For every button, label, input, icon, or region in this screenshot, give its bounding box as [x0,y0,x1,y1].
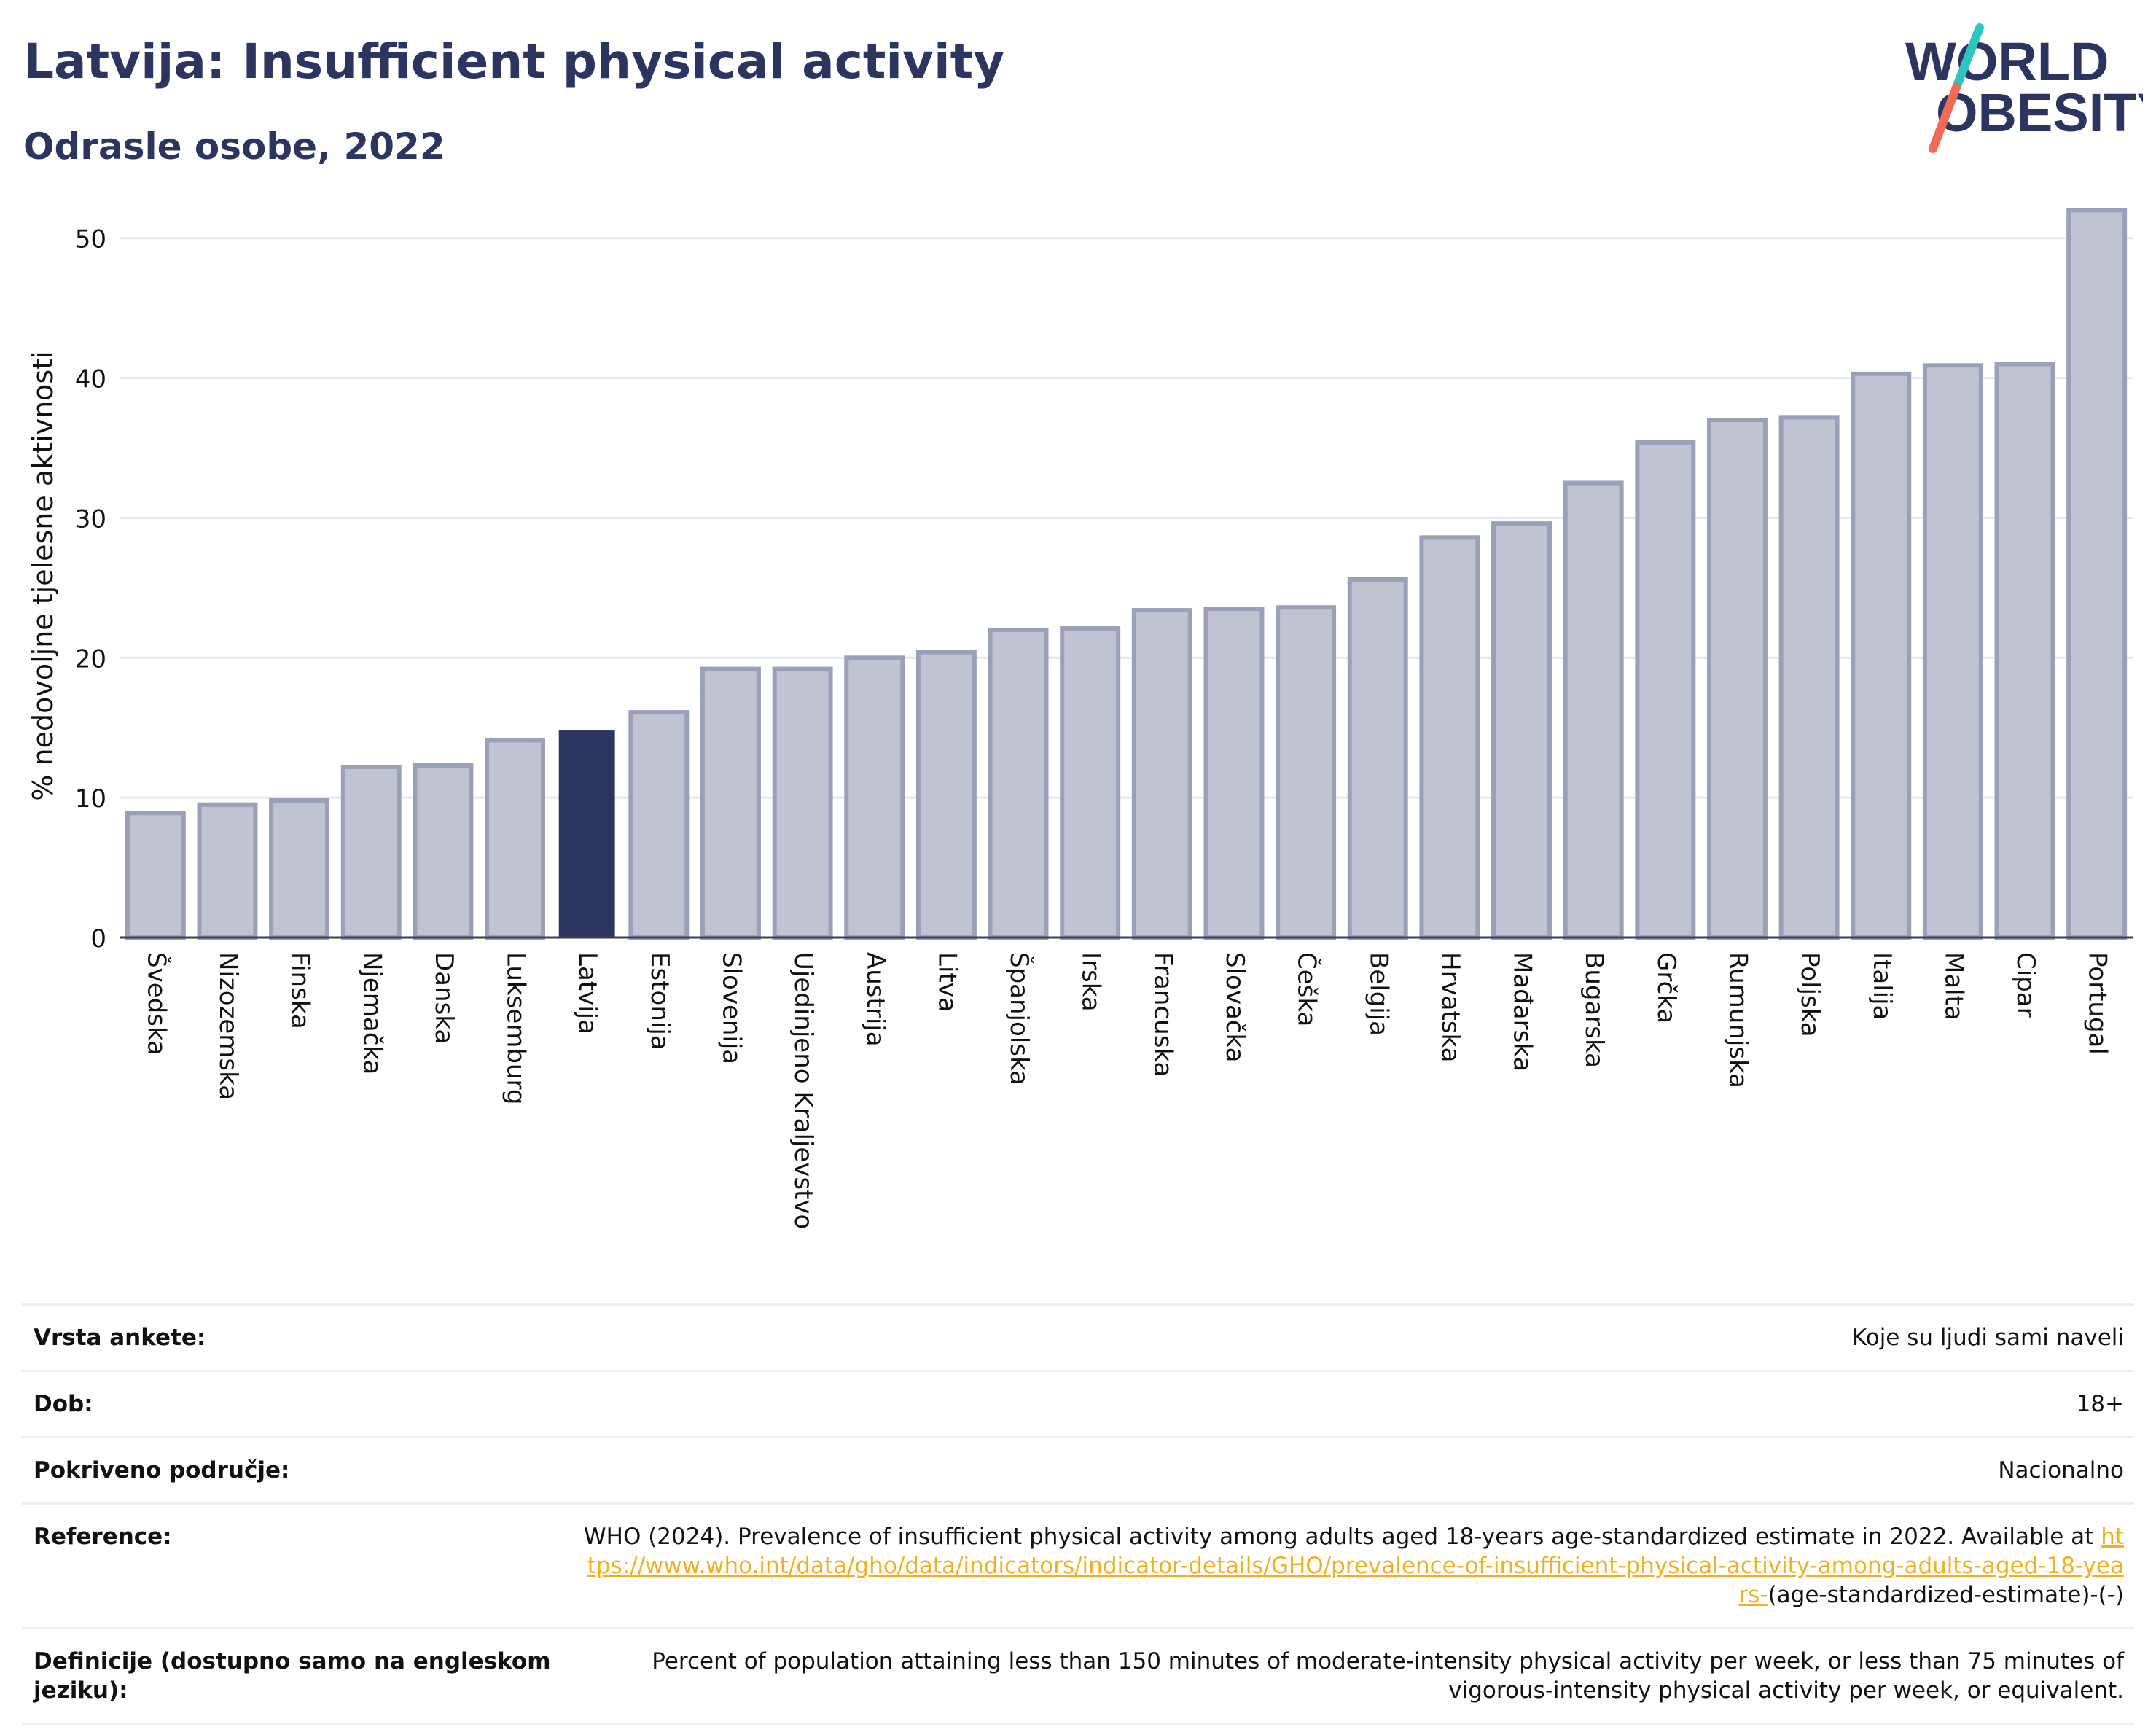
x-tick-label: Hrvatska [1436,952,1465,1062]
bar-belgija [1347,577,1408,940]
y-tick-label: 50 [75,225,106,254]
x-tick-label: Poljska [1795,952,1824,1037]
coverage-value: Nacionalno [1998,1457,2124,1483]
bar-ujedinjeno-kraljevstvo [772,666,833,940]
x-tick-label: Rumunjska [1723,952,1752,1088]
x-tick-label: Francuska [1148,952,1177,1077]
x-tick-label: Njemačka [357,952,386,1075]
bar-rumunjska [1706,418,1768,940]
survey-type-label: Vrsta ankete: [34,1325,206,1351]
x-tick-label: Danska [429,952,458,1044]
x-tick-label: Finska [286,952,315,1029]
info-row-coverage: Pokriveno područje: Nacionalno [22,1437,2134,1504]
bar-bugarska [1563,480,1624,940]
bar-hrvatska [1419,535,1480,940]
y-tick-label: 40 [75,365,106,394]
survey-type-value: Koje su ljudi sami naveli [1851,1325,2124,1351]
bar-slovačka [1203,607,1265,940]
x-tick-label: Cipar [2011,952,2040,1018]
bar-cipar [1994,362,2055,940]
world-obesity-logo: WORLD OBESITY [1905,23,2143,153]
y-tick-label: 30 [75,504,106,534]
x-axis-labels: Švedska Nizozemska Finska Njemačka Danska Luk… [141,952,2112,1229]
bar-grčka [1635,440,1696,940]
x-tick-label: Grčka [1652,952,1681,1024]
bar-slovenija [700,666,761,940]
x-tick-label: Ujedinjeno Kraljevstvo [789,952,818,1229]
info-table: Vrsta ankete: Koje su ljudi sami naveli … [22,1303,2134,1725]
age-value: 18+ [2076,1391,2124,1417]
bar-nizozemska [197,802,258,940]
x-tick-label: Luksemburg [501,952,531,1104]
bar-finska [269,798,330,940]
bar-španjolska [988,627,1049,940]
bar-austrija [844,655,905,940]
bar-irska [1060,626,1121,940]
bar-danska [413,763,474,940]
y-axis-label: % nedovoljne tjelesne aktivnosti [27,351,59,800]
x-tick-label: Švedska [141,952,171,1056]
bar-njemačka [340,764,402,940]
bar-estonija [628,710,690,940]
bar-latvija [558,730,615,937]
x-tick-label: Irska [1077,952,1106,1012]
reference-link[interactable]: https://www.who.int/data/gho/data/indica… [587,1524,2124,1608]
x-tick-label: Latvija [573,952,602,1034]
x-tick-label: Italija [1867,952,1897,1020]
info-row-survey-type: Vrsta ankete: Koje su ljudi sami naveli [22,1304,2134,1371]
bar-portugal [2066,208,2128,940]
bar-malta [1922,363,1983,940]
reference-value: WHO (2024). Prevalence of insufficient p… [569,1504,2134,1629]
x-tick-label: Španjolska [1004,952,1034,1085]
page-title: Latvija: Insufficient physical activity [23,34,1005,90]
logo-slash-coral [1929,83,1961,153]
x-tick-label: Češka [1292,952,1322,1026]
y-tick-label: 10 [75,784,106,814]
age-label: Dob: [34,1391,93,1417]
x-tick-label: Austrija [861,952,890,1047]
x-tick-label: Nizozemska [214,952,243,1100]
page-subtitle: Odrasle osobe, 2022 [23,125,445,168]
y-axis-ticks: 0 10 20 30 40 50 [75,225,106,954]
info-row-reference: Reference: WHO (2024). Prevalence of ins… [22,1503,2134,1629]
x-tick-label: Estonija [645,952,674,1050]
reference-label: Reference: [34,1524,172,1550]
info-row-definition: Definicije (dostupno samo na engleskom j… [22,1628,2134,1724]
reference-text: WHO (2024). Prevalence of insufficient p… [583,1524,2101,1550]
x-tick-label: Malta [1939,952,1968,1021]
logo-slash-teal [1952,23,1984,92]
bars [125,208,2128,940]
x-tick-label: Mađarska [1508,952,1537,1072]
bar-poljska [1778,415,1840,940]
x-tick-label: Slovačka [1220,952,1249,1062]
x-tick-label: Litva [932,952,961,1013]
bar-mađarska [1491,521,1552,940]
definition-value: Percent of population attaining less tha… [652,1648,2124,1704]
x-tick-label: Portugal [2083,952,2112,1055]
x-tick-label: Slovenija [716,952,746,1064]
coverage-label: Pokriveno područje: [34,1457,290,1483]
y-tick-label: 20 [75,644,106,674]
x-tick-label: Belgija [1364,952,1393,1036]
bar-luksemburg [485,738,546,940]
logo-text-world: WORLD [1905,31,2109,92]
reference-suffix: (age-standardized-estimate)-(-) [1768,1582,2124,1608]
bar-francuska [1131,608,1192,940]
bar-litva [915,650,977,940]
bar-švedska [125,811,186,940]
y-tick-label: 0 [90,924,106,954]
bar-italija [1851,371,1912,940]
x-tick-label: Bugarska [1579,952,1609,1068]
logo-text-obesity: OBESITY [1936,82,2143,143]
info-row-age: Dob: 18+ [22,1371,2134,1438]
bar-chart: 0 10 20 30 40 50 Švedska Nizozemska Finska Njema… [27,208,2133,1229]
bar-češka [1276,605,1337,940]
definition-label: Definicije (dostupno samo na engleskom j… [34,1648,551,1704]
